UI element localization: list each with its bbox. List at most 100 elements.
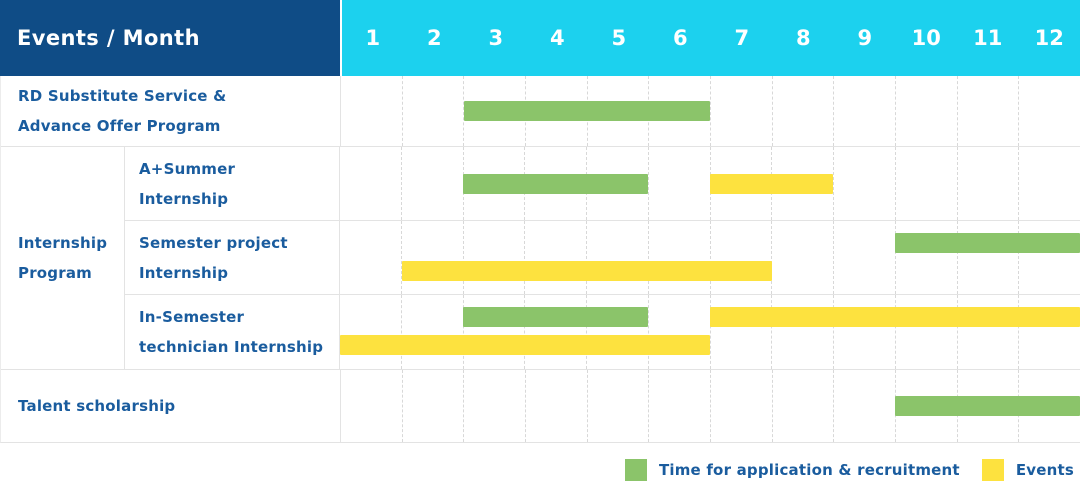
month-grid-column — [586, 370, 649, 442]
month-grid-column — [463, 76, 525, 146]
month-grid-column — [1018, 221, 1080, 294]
month-grid-column — [400, 147, 463, 220]
month-grid-column — [648, 370, 710, 442]
row-a-plus-summer: A+Summer Internship — [125, 147, 1080, 221]
month-grid-column — [709, 295, 772, 369]
recruitment-bar — [895, 396, 1080, 416]
month-grid-column — [401, 76, 464, 146]
month-header-cell: 9 — [857, 26, 873, 50]
row-label-semester-project: Semester project Internship — [125, 221, 340, 294]
month-grid-column — [771, 221, 833, 294]
month-grid-column — [709, 221, 772, 294]
recruitment-color-swatch-icon — [624, 459, 647, 481]
month-grid-column — [462, 295, 525, 369]
month-grid-column — [462, 221, 525, 294]
month-grid-column — [1018, 147, 1080, 220]
month-grid-column — [647, 221, 710, 294]
recruitment-bar — [464, 101, 711, 121]
month-grid-column — [771, 76, 834, 146]
row-in-semester-technician: In-Semester technician Internship — [125, 295, 1080, 369]
month-grid-column — [894, 295, 957, 369]
month-grid-column — [895, 76, 957, 146]
month-grid-column — [340, 295, 401, 369]
month-grid-column — [710, 76, 772, 146]
row-label-talent-scholarship: Talent scholarship — [1, 370, 341, 442]
recruitment-bar — [895, 233, 1080, 253]
month-grid-column — [400, 221, 463, 294]
month-grid-column — [462, 147, 525, 220]
row-label-a-plus-summer: A+Summer Internship — [125, 147, 340, 220]
month-header-cell: 6 — [672, 26, 688, 50]
month-grid-column — [894, 221, 957, 294]
month-grid-column — [833, 370, 895, 442]
month-grid-column — [956, 295, 1019, 369]
row-semester-project: Semester project Internship — [125, 221, 1080, 295]
month-header-cell: 7 — [734, 26, 750, 50]
month-grid-column — [524, 295, 586, 369]
events-bar — [710, 173, 834, 194]
month-grid-column — [340, 221, 401, 294]
legend: Time for application & recruitment Event… — [624, 459, 1074, 481]
month-grid-column — [340, 147, 401, 220]
legend-item-recruitment: Time for application & recruitment — [624, 459, 960, 481]
month-grid-column — [709, 147, 772, 220]
month-header-cell: 4 — [549, 26, 565, 50]
row-chart-talent-scholarship — [341, 370, 1080, 442]
month-grid-column — [956, 76, 1019, 146]
month-header-row: 1 2 3 4 5 6 7 8 9 10 11 12 — [342, 0, 1080, 76]
month-grid-column — [586, 295, 648, 369]
month-grid-column — [400, 295, 463, 369]
month-grid-column — [1018, 76, 1080, 146]
month-grid-column — [647, 295, 710, 369]
month-grid-column — [833, 295, 895, 369]
month-grid-column — [647, 147, 710, 220]
month-header-cell: 12 — [1034, 26, 1064, 50]
month-header-cell: 10 — [911, 26, 941, 50]
header-row: Events / Month 1 2 3 4 5 6 7 8 9 10 11 12 — [0, 0, 1080, 76]
month-grid-column — [833, 76, 895, 146]
row-rd-substitute: RD Substitute Service & Advance Offer Pr… — [1, 76, 1080, 147]
row-chart-rd-substitute — [341, 76, 1080, 146]
internship-program-group: Internship Program A+Summer Internship S… — [1, 147, 1080, 370]
events-bar — [340, 335, 710, 355]
row-chart-semester-project — [340, 221, 1080, 294]
month-grid-column — [341, 370, 402, 442]
row-label-rd-substitute: RD Substitute Service & Advance Offer Pr… — [1, 76, 341, 146]
row-chart-in-semester-technician — [340, 295, 1080, 369]
month-header-cell: 8 — [795, 26, 811, 50]
row-talent-scholarship: Talent scholarship — [1, 370, 1080, 442]
month-grid-column — [1018, 295, 1080, 369]
month-grid-column — [401, 370, 464, 442]
month-grid-column — [771, 295, 833, 369]
month-grid-column — [894, 147, 957, 220]
month-grid-column — [525, 370, 587, 442]
events-bar — [401, 261, 772, 281]
month-grid-column — [463, 370, 525, 442]
events-color-swatch-icon — [981, 459, 1004, 481]
month-grid-column — [710, 370, 772, 442]
month-grid-column — [833, 147, 895, 220]
month-grid-column — [956, 147, 1019, 220]
month-grid-column — [341, 76, 402, 146]
row-chart-a-plus-summer — [340, 147, 1080, 220]
month-grid-column — [771, 370, 834, 442]
recruitment-bar — [463, 307, 649, 327]
recruitment-bar — [463, 173, 649, 194]
schedule-table-body: RD Substitute Service & Advance Offer Pr… — [0, 76, 1080, 443]
legend-events-label: Events — [1015, 461, 1074, 479]
row-label-in-semester-technician: In-Semester technician Internship — [125, 295, 340, 369]
month-grid-column — [586, 221, 648, 294]
month-header-cell: 3 — [488, 26, 504, 50]
group-label-internship-program: Internship Program — [1, 147, 125, 369]
legend-recruitment-label: Time for application & recruitment — [658, 461, 960, 479]
month-header-cell: 5 — [611, 26, 627, 50]
month-grid-column — [956, 221, 1019, 294]
month-grid-column — [524, 221, 586, 294]
month-header-cell: 11 — [973, 26, 1003, 50]
header-events-month-label: Events / Month — [0, 0, 340, 76]
month-header-cell: 2 — [426, 26, 442, 50]
month-grid-column — [833, 221, 895, 294]
month-header-cell: 1 — [365, 26, 381, 50]
internship-program-subrows: A+Summer Internship Semester project Int… — [125, 147, 1080, 369]
